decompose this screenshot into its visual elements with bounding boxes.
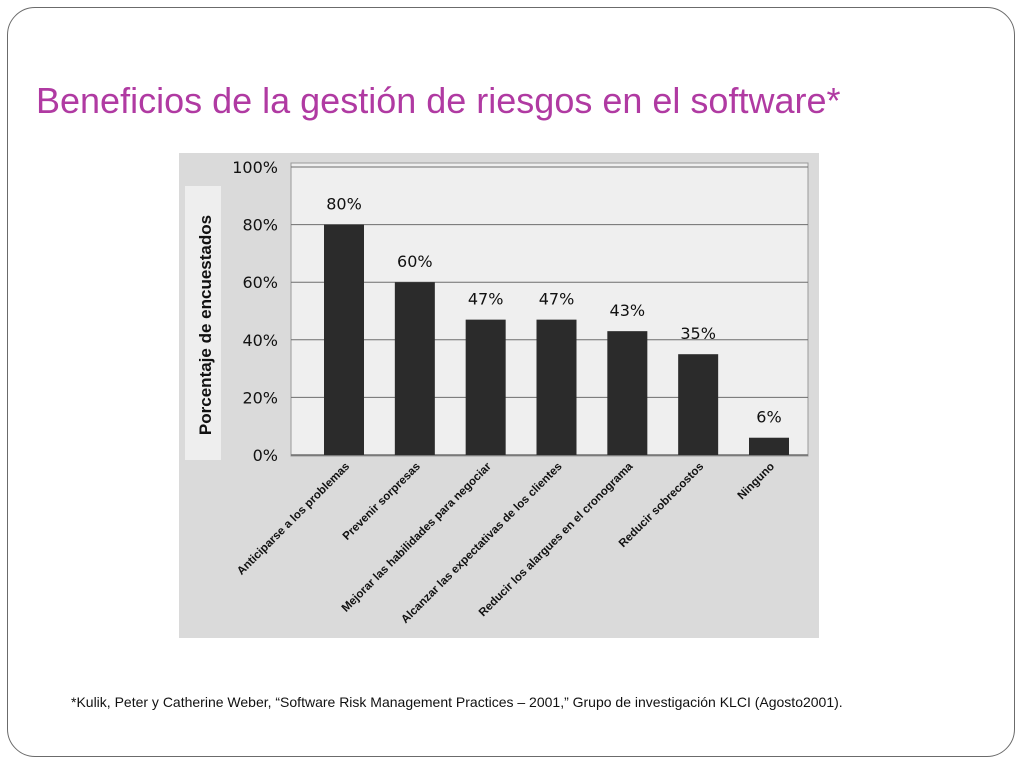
slide-title: Beneficios de la gestión de riesgos en e… [36, 80, 841, 121]
data-label: 6% [756, 408, 781, 427]
ylabel-box [185, 186, 221, 460]
bar [324, 224, 364, 455]
y-tick-label: 80% [242, 216, 278, 235]
data-label: 43% [610, 301, 646, 320]
y-tick-labels: 0% 20% 40% 60% 80% 100% [232, 158, 278, 465]
data-label: 80% [326, 195, 362, 214]
data-labels: 80% 60% 47% 47% 43% 35% 6% [326, 195, 781, 427]
y-axis-label: Porcentaje de encuestados [196, 215, 215, 435]
bars [324, 224, 789, 455]
data-label: 60% [397, 252, 433, 271]
data-label: 47% [539, 290, 575, 309]
y-tick-label: 60% [242, 273, 278, 292]
y-tick-label: 20% [242, 388, 278, 407]
bar [394, 282, 435, 455]
footnote: *Kulik, Peter y Catherine Weber, “Softwa… [71, 694, 843, 710]
bar [536, 319, 577, 455]
bar [607, 331, 648, 455]
bar [678, 354, 719, 455]
y-tick-label: 100% [232, 158, 278, 177]
bar [749, 437, 789, 455]
y-tick-label: 40% [242, 331, 278, 350]
bar [465, 319, 506, 455]
y-tick-label: 0% [253, 446, 278, 465]
data-label: 47% [468, 290, 504, 309]
data-label: 35% [680, 324, 716, 343]
